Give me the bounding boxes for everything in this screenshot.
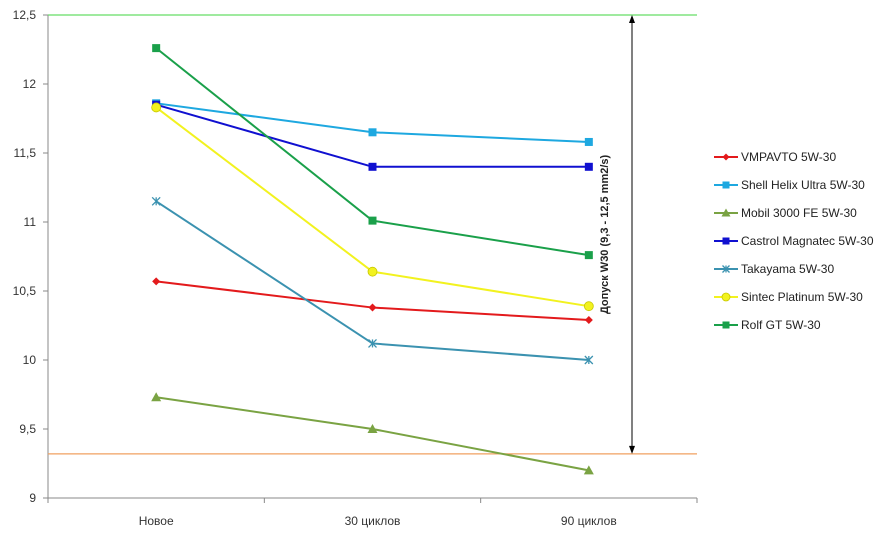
y-tick-label: 9,5: [19, 422, 36, 436]
series: [151, 392, 594, 475]
data-point: [367, 266, 378, 277]
data-point: [584, 162, 593, 171]
data-point: [721, 292, 731, 302]
data-point: [583, 301, 594, 312]
data-point: [584, 355, 594, 365]
data-point: [368, 338, 377, 348]
data-point: [151, 392, 162, 402]
reference-lines: [48, 14, 697, 455]
data-point: [151, 102, 162, 113]
data-point: [151, 196, 161, 206]
data-point: [584, 251, 593, 260]
legend-item: Takayama 5W-30: [714, 262, 834, 276]
data-point: [722, 181, 730, 189]
legend-item: Rolf GT 5W-30: [714, 318, 821, 332]
series: [152, 277, 593, 324]
tolerance-annotation: Допуск W30 (9,3 - 12,5 mm2/s): [599, 15, 635, 454]
legend-item: Shell Helix Ultra 5W-30: [714, 178, 865, 192]
legend-label: Takayama 5W-30: [741, 262, 834, 276]
legend-item: Sintec Platinum 5W-30: [714, 290, 863, 304]
y-tick-label: 12: [23, 77, 37, 91]
series: [152, 44, 593, 260]
data-point: [368, 162, 377, 171]
y-tick-label: 10: [23, 353, 37, 367]
legend-label: VMPAVTO 5W-30: [741, 150, 836, 164]
tolerance-arrow-head-bottom: [629, 445, 635, 454]
series: [151, 196, 594, 365]
legend-item: VMPAVTO 5W-30: [714, 150, 836, 164]
data-point: [152, 44, 161, 53]
y-tick-label: 9: [29, 491, 36, 505]
data-point: [584, 315, 593, 324]
tolerance-arrow-head-top: [629, 15, 635, 23]
legend-label: Rolf GT 5W-30: [741, 318, 821, 332]
y-tick-label: 12,5: [13, 8, 37, 22]
legend: VMPAVTO 5W-30 Shell Helix Ultra 5W-30 Mobi…: [714, 150, 874, 332]
data-point: [368, 303, 377, 312]
data-point: [722, 265, 730, 273]
y-tick-label: 10,5: [13, 284, 37, 298]
data-point: [367, 424, 378, 433]
tolerance-label: Допуск W30 (9,3 - 12,5 mm2/s): [599, 154, 611, 314]
x-tick-label: Новое: [139, 514, 174, 528]
data-point: [722, 237, 730, 245]
x-tick-label: 30 циклов: [345, 514, 401, 528]
series-line: [156, 280, 589, 321]
legend-label: Sintec Platinum 5W-30: [741, 290, 863, 304]
series-line: [156, 396, 590, 472]
y-tick-label: 11,5: [14, 146, 37, 160]
series-group: [151, 44, 594, 475]
series-line: [155, 200, 589, 361]
data-point: [722, 321, 730, 329]
data-point: [368, 216, 377, 225]
y-tick-label: 11: [24, 215, 37, 229]
legend-item: Castrol Magnatec 5W-30: [714, 234, 874, 248]
x-tick-label: 90 циклов: [561, 514, 617, 528]
data-point: [368, 128, 377, 137]
legend-item: Mobil 3000 FE 5W-30: [714, 206, 857, 220]
data-point: [722, 153, 730, 161]
axes: 9 9,5 10 10,5 11 11,5 12 12,5 Новое 30 циклов 90 ц…: [13, 8, 698, 528]
legend-label: Shell Helix Ultra 5W-30: [741, 178, 865, 192]
series: [151, 102, 594, 312]
legend-label: Mobil 3000 FE 5W-30: [741, 206, 857, 220]
data-point: [584, 137, 593, 146]
data-point: [721, 208, 731, 217]
legend-label: Castrol Magnatec 5W-30: [741, 234, 874, 248]
data-point: [152, 277, 161, 286]
data-point: [583, 465, 594, 475]
